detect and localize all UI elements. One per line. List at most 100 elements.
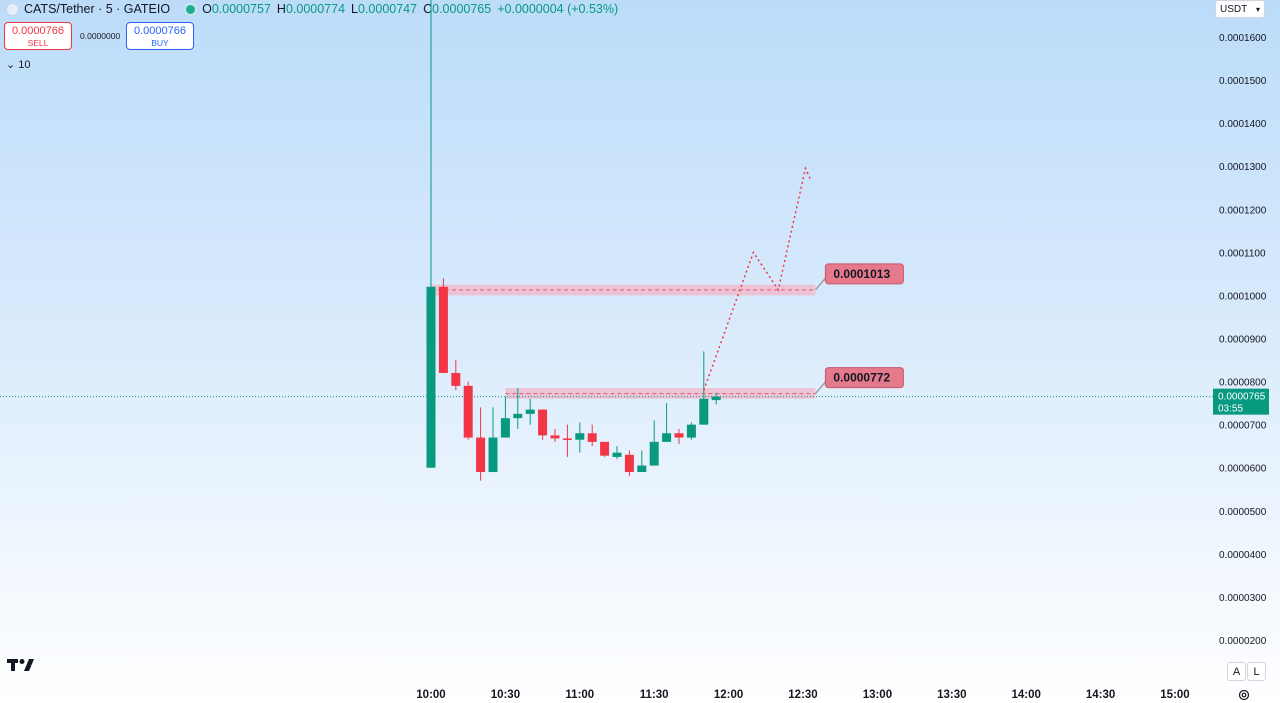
price-tick-label: 0.0001300 — [1219, 162, 1267, 173]
buy-label: BUY — [151, 38, 169, 48]
projection-path — [703, 166, 812, 391]
time-tick-label: 10:00 — [416, 689, 445, 701]
zone-label-text: 0.0001013 — [833, 267, 890, 281]
candle-body — [463, 385, 473, 438]
market-open-icon — [186, 4, 196, 14]
candle-body — [711, 396, 721, 401]
candles-layer — [426, 0, 721, 481]
candle — [711, 392, 721, 405]
candle — [463, 381, 473, 440]
cats-logo-icon — [6, 2, 19, 16]
symbol-header: CATS/Tether · 5 · GATEIO O0.0000757 H0.0… — [0, 0, 624, 18]
buy-price: 0.0000766 — [134, 25, 186, 37]
gear-icon[interactable] — [1238, 689, 1250, 701]
candle — [674, 428, 684, 445]
candle-body — [538, 409, 548, 436]
candle-body — [600, 441, 610, 456]
last-price-box — [1213, 388, 1269, 415]
candle — [550, 428, 560, 442]
ohlc-high: H0.0000774 — [276, 2, 346, 16]
candle — [649, 420, 659, 466]
chevron-down-icon: ⌄ — [6, 59, 16, 71]
candle-body — [699, 398, 709, 425]
candle-body — [550, 435, 560, 439]
candle-body — [525, 409, 535, 414]
ohlc-low-value: 0.0000747 — [358, 2, 418, 16]
candle — [699, 351, 709, 425]
candle-body — [488, 437, 498, 473]
candle — [662, 403, 672, 442]
price-tick-label: 0.0001200 — [1219, 205, 1267, 216]
price-tick-label: 0.0001600 — [1219, 33, 1267, 44]
zone-labels-layer: 0.0001013 0.0000772 — [814, 263, 904, 395]
candle-body — [438, 286, 448, 373]
candle-body — [662, 433, 672, 442]
candle — [624, 450, 634, 477]
ohlc-close-value: 0.0000765 — [432, 2, 492, 16]
ohlc-high-value: 0.0000774 — [285, 2, 346, 16]
candle-body — [575, 433, 585, 440]
countdown: 03:55 — [1218, 404, 1243, 415]
candle — [637, 450, 647, 473]
currency-select[interactable]: USDT ▾ — [1215, 0, 1265, 18]
candle — [562, 424, 572, 457]
candle — [575, 422, 585, 453]
time-tick-label: 11:30 — [640, 689, 669, 701]
price-tick-label: 0.0000500 — [1219, 507, 1267, 518]
price-tick-label: 0.0000200 — [1219, 636, 1267, 647]
candle — [686, 422, 696, 440]
candle-body — [587, 433, 597, 442]
auto-scale-button[interactable]: A — [1227, 662, 1246, 681]
price-tick-label: 0.0001000 — [1219, 291, 1267, 302]
candle-body — [649, 441, 659, 466]
time-tick-label: 13:00 — [863, 689, 892, 701]
time-tick-label: 14:00 — [1011, 689, 1040, 701]
candle — [488, 407, 498, 473]
candle — [587, 424, 597, 447]
candle-body — [686, 424, 696, 438]
currency-label: USDT — [1220, 3, 1248, 15]
ohlc-open: O0.0000757 — [202, 2, 271, 16]
price-tick-label: 0.0000300 — [1219, 593, 1267, 604]
tradingview-logo[interactable] — [7, 658, 35, 677]
time-tick-label: 12:30 — [788, 689, 817, 701]
time-tick-label: 12:00 — [714, 689, 743, 701]
price-tick-label: 0.0000900 — [1219, 335, 1267, 346]
indicators-toggle[interactable]: ⌄ 10 — [6, 58, 31, 71]
candle — [500, 396, 510, 438]
sell-button[interactable]: 0.0000766 SELL — [4, 22, 72, 50]
symbol-title[interactable]: CATS/Tether · 5 · GATEIO — [24, 2, 171, 16]
price-tick-label: 0.0000800 — [1219, 378, 1267, 389]
candle-body — [612, 452, 622, 457]
zone-label-box — [824, 263, 904, 285]
time-tick-label: 11:00 — [565, 689, 594, 701]
spread-value: 0.0000000 — [80, 31, 121, 41]
candle-body — [674, 433, 684, 438]
sell-label: SELL — [27, 38, 49, 48]
zone-label-box — [824, 367, 904, 389]
price-tick-label: 0.0001400 — [1219, 119, 1267, 130]
indicators-count: 10 — [18, 59, 31, 71]
price-tick-label: 0.0001100 — [1219, 248, 1266, 259]
time-tick-label: 10:30 — [491, 689, 520, 701]
candle — [426, 0, 436, 468]
candle-body — [637, 465, 647, 473]
candle — [476, 407, 486, 481]
ohlc-change: +0.0000004 (+0.53%) — [497, 2, 619, 16]
time-tick-label: 13:30 — [937, 689, 966, 701]
candle-body — [500, 418, 510, 438]
time-tick-label: 14:30 — [1086, 689, 1115, 701]
ohlc-open-value: 0.0000757 — [211, 2, 271, 16]
last-price-value: 0.0000765 — [1218, 392, 1266, 403]
price-tick-label: 0.0000400 — [1219, 550, 1267, 561]
buy-button[interactable]: 0.0000766 BUY — [126, 22, 194, 50]
log-scale-button[interactable]: L — [1247, 662, 1266, 681]
chevron-down-icon: ▾ — [1255, 4, 1260, 14]
candle — [612, 446, 622, 460]
time-axis: 10:00 10:30 11:00 11:30 12:00 12:30 13:00 13:30… — [416, 689, 1189, 701]
candle-body — [476, 437, 486, 473]
sell-price: 0.0000766 — [12, 25, 64, 37]
price-tick-label: 0.0001500 — [1219, 76, 1267, 87]
candle — [438, 278, 448, 373]
